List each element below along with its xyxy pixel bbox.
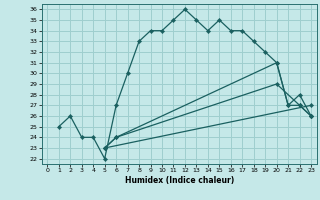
- X-axis label: Humidex (Indice chaleur): Humidex (Indice chaleur): [124, 176, 234, 185]
